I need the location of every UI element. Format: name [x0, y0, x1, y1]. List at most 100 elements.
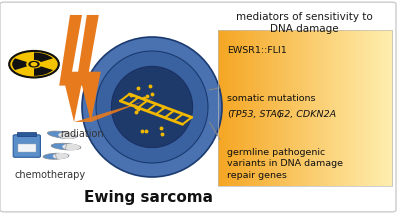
Bar	[329, 30, 332, 186]
FancyBboxPatch shape	[13, 135, 40, 157]
Text: TP53, STAG2, CDKN2A: TP53, STAG2, CDKN2A	[230, 110, 336, 119]
Text: mediators of sensitivity to
DNA damage: mediators of sensitivity to DNA damage	[236, 12, 373, 34]
Wedge shape	[34, 52, 53, 62]
Bar	[270, 30, 273, 186]
Circle shape	[31, 63, 37, 66]
Polygon shape	[76, 15, 101, 122]
Bar	[229, 30, 232, 186]
Bar	[294, 30, 297, 186]
Polygon shape	[59, 15, 84, 122]
Bar	[307, 30, 310, 186]
Circle shape	[29, 62, 39, 67]
Text: germline pathogenic
variants in DNA damage
repair genes: germline pathogenic variants in DNA dama…	[227, 148, 343, 180]
Text: EWSR1::FLI1: EWSR1::FLI1	[227, 46, 286, 55]
Text: ): )	[277, 110, 281, 119]
Bar	[220, 30, 223, 186]
Text: Ewing sarcoma: Ewing sarcoma	[84, 190, 212, 205]
Bar	[255, 30, 258, 186]
Bar	[224, 30, 228, 186]
Polygon shape	[74, 97, 154, 122]
Bar	[286, 30, 288, 186]
Bar	[312, 30, 314, 186]
Bar	[218, 30, 392, 186]
Bar	[388, 30, 391, 186]
Bar	[242, 30, 245, 186]
Bar	[309, 30, 312, 186]
Bar	[301, 30, 304, 186]
Bar	[327, 30, 330, 186]
Bar	[240, 30, 243, 186]
Bar	[316, 30, 319, 186]
Ellipse shape	[58, 132, 76, 139]
Bar	[379, 30, 382, 186]
Bar	[222, 30, 225, 186]
Ellipse shape	[111, 66, 193, 148]
Bar	[318, 30, 321, 186]
Bar	[333, 30, 336, 186]
Bar	[266, 30, 269, 186]
Bar	[364, 30, 367, 186]
Bar	[218, 30, 221, 186]
Text: (: (	[227, 110, 230, 119]
Bar	[246, 30, 249, 186]
Bar	[372, 30, 376, 186]
Bar	[235, 30, 238, 186]
Bar	[348, 30, 352, 186]
Bar	[296, 30, 299, 186]
Bar	[231, 30, 234, 186]
Bar	[17, 132, 36, 136]
Bar	[288, 30, 290, 186]
Bar	[303, 30, 306, 186]
Bar	[351, 30, 354, 186]
Bar	[336, 30, 338, 186]
Bar	[314, 30, 317, 186]
Bar	[359, 30, 362, 186]
Bar	[377, 30, 380, 186]
Bar	[320, 30, 323, 186]
Bar	[264, 30, 267, 186]
Bar	[381, 30, 384, 186]
Text: somatic mutations: somatic mutations	[227, 94, 315, 103]
Bar	[386, 30, 388, 186]
Bar	[259, 30, 262, 186]
Bar	[290, 30, 293, 186]
Bar	[283, 30, 286, 186]
Bar	[272, 30, 275, 186]
Ellipse shape	[51, 143, 81, 150]
Bar	[346, 30, 349, 186]
Bar	[383, 30, 386, 186]
Bar	[355, 30, 358, 186]
Bar	[18, 144, 36, 152]
Ellipse shape	[62, 144, 80, 150]
Bar	[274, 30, 278, 186]
Bar	[353, 30, 356, 186]
Bar	[244, 30, 247, 186]
Bar	[277, 30, 280, 186]
Bar	[362, 30, 364, 186]
Bar	[233, 30, 236, 186]
Bar	[331, 30, 334, 186]
Bar	[279, 30, 282, 186]
Ellipse shape	[43, 153, 69, 159]
Bar	[324, 30, 328, 186]
Bar	[238, 30, 240, 186]
Bar	[370, 30, 373, 186]
FancyBboxPatch shape	[0, 2, 396, 212]
Wedge shape	[34, 66, 53, 76]
Bar	[338, 30, 341, 186]
Bar	[257, 30, 260, 186]
Bar	[281, 30, 284, 186]
Bar	[390, 30, 393, 186]
Bar	[292, 30, 295, 186]
Text: chemotherapy: chemotherapy	[14, 170, 86, 180]
Bar	[227, 30, 230, 186]
Ellipse shape	[53, 153, 68, 159]
Bar	[262, 30, 264, 186]
Bar	[366, 30, 369, 186]
Ellipse shape	[82, 37, 222, 177]
Ellipse shape	[48, 131, 76, 138]
Circle shape	[9, 51, 59, 77]
Text: radiation: radiation	[60, 129, 104, 140]
Bar	[268, 30, 271, 186]
Bar	[342, 30, 345, 186]
